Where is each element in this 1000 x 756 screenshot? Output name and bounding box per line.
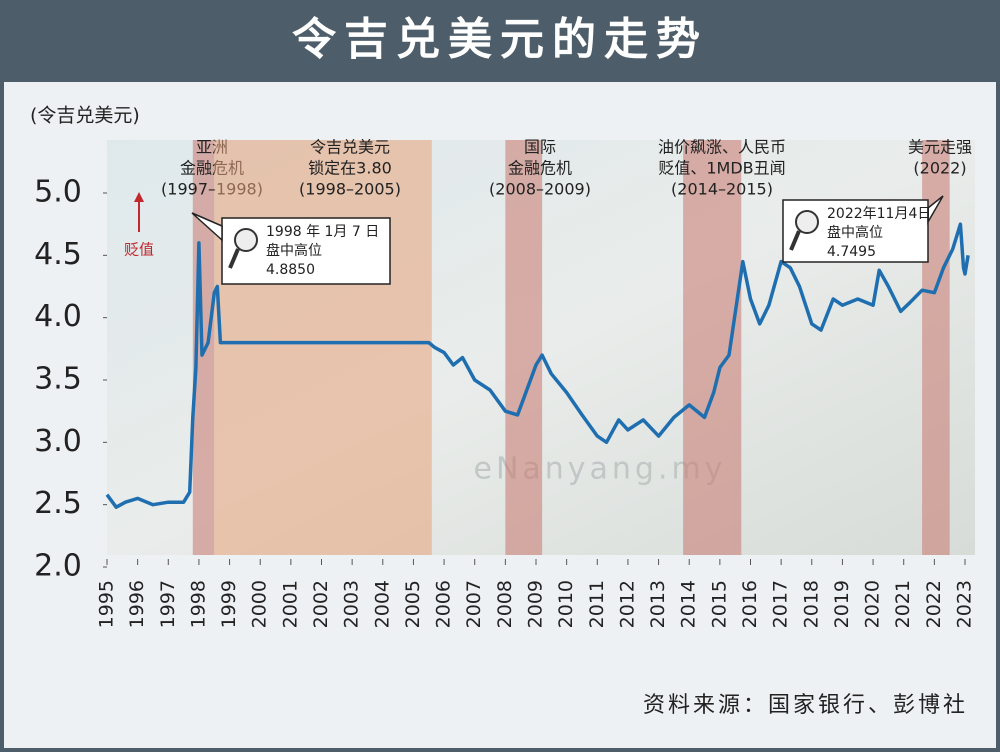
x-tick-label: 2008 bbox=[494, 580, 516, 628]
magnifier-handle bbox=[789, 230, 801, 251]
x-tick-label: 1996 bbox=[126, 580, 148, 628]
x-tick-label: 2001 bbox=[279, 580, 301, 628]
x-tick-label: 2016 bbox=[739, 580, 761, 628]
period-annotation: 国际 bbox=[524, 138, 556, 157]
x-tick-label: 2013 bbox=[647, 580, 669, 628]
x-tick-label: 2003 bbox=[341, 580, 363, 628]
x-tick-label: 2000 bbox=[249, 580, 271, 628]
period-annotation: 令吉兑美元 bbox=[310, 138, 390, 157]
x-tick-label: 2019 bbox=[831, 580, 853, 628]
x-tick-label: 2002 bbox=[310, 580, 332, 628]
callout-text: 4.7495 bbox=[827, 244, 876, 260]
x-tick-label: 2015 bbox=[708, 580, 730, 628]
x-tick-label: 2014 bbox=[678, 580, 700, 628]
callout-text: 1998 年 1月 7 日 bbox=[266, 224, 379, 240]
period-annotation: (1998–2005) bbox=[299, 180, 401, 199]
period-band bbox=[214, 140, 432, 555]
callout-text: 4.8850 bbox=[266, 262, 315, 278]
y-tick-label: 4.0 bbox=[34, 299, 82, 334]
x-tick-label: 2022 bbox=[923, 580, 945, 628]
y-tick-label: 5.0 bbox=[34, 175, 82, 210]
x-tick-label: 1998 bbox=[187, 580, 209, 628]
x-tick-label: 2005 bbox=[402, 580, 424, 628]
x-tick-label: 2007 bbox=[463, 580, 485, 628]
magnifier-icon bbox=[795, 210, 819, 234]
data-line bbox=[105, 222, 970, 509]
period-annotation: (2008–2009) bbox=[489, 180, 591, 199]
chart-title: 令吉兑美元的走势 bbox=[292, 14, 708, 65]
magnifier-icon bbox=[234, 228, 258, 252]
callout-pointer bbox=[927, 195, 944, 225]
depreciation-arrow-head bbox=[134, 192, 144, 202]
x-tick-label: 1995 bbox=[96, 580, 118, 628]
period-annotation: 美元走强 bbox=[908, 138, 972, 157]
magnifier-handle bbox=[228, 248, 240, 269]
y-tick-label: 2.5 bbox=[34, 486, 82, 521]
period-annotation: 贬值、1MDB丑闻 bbox=[658, 159, 785, 178]
x-tick-label: 1997 bbox=[157, 580, 179, 628]
x-tick-label: 2023 bbox=[954, 580, 976, 628]
y-tick-label: 3.0 bbox=[34, 424, 82, 459]
x-tick-label: 2020 bbox=[862, 580, 884, 628]
x-tick-label: 2010 bbox=[555, 580, 577, 628]
period-annotation: 油价飙涨、人民币 bbox=[658, 138, 786, 157]
x-tick-label: 2006 bbox=[433, 580, 455, 628]
period-band bbox=[683, 140, 742, 555]
callout-pointer bbox=[191, 212, 223, 242]
period-annotation: (2022) bbox=[913, 159, 966, 178]
y-tick-label: 3.5 bbox=[34, 362, 82, 397]
period-annotation: 金融危机 bbox=[508, 159, 572, 178]
x-tick-label: 2009 bbox=[525, 580, 547, 628]
x-tick-label: 2018 bbox=[800, 580, 822, 628]
callout-text: 盘中高位 bbox=[827, 224, 883, 241]
y-tick-label: 4.5 bbox=[34, 237, 82, 272]
x-tick-label: 1999 bbox=[218, 580, 240, 628]
y-tick-label: 2.0 bbox=[34, 549, 82, 584]
source-note: 资料来源：国家银行、彭博社 bbox=[643, 693, 968, 718]
depreciation-label: 贬值 bbox=[124, 241, 154, 259]
x-tick-label: 2021 bbox=[892, 580, 914, 628]
period-annotation: (2014–2015) bbox=[671, 180, 773, 199]
period-annotation: 锁定在3.80 bbox=[308, 159, 392, 178]
period-band bbox=[505, 140, 543, 555]
callout-text: 2022年11月4日 bbox=[827, 206, 931, 222]
x-tick-label: 2017 bbox=[770, 580, 792, 628]
x-tick-label: 2011 bbox=[586, 580, 608, 628]
header-bar bbox=[0, 0, 1000, 82]
x-tick-label: 2012 bbox=[616, 580, 638, 628]
callout-text: 盘中高位 bbox=[266, 242, 322, 259]
y-axis-label: (令吉兑美元) bbox=[30, 105, 140, 127]
x-tick-label: 2004 bbox=[371, 580, 393, 628]
